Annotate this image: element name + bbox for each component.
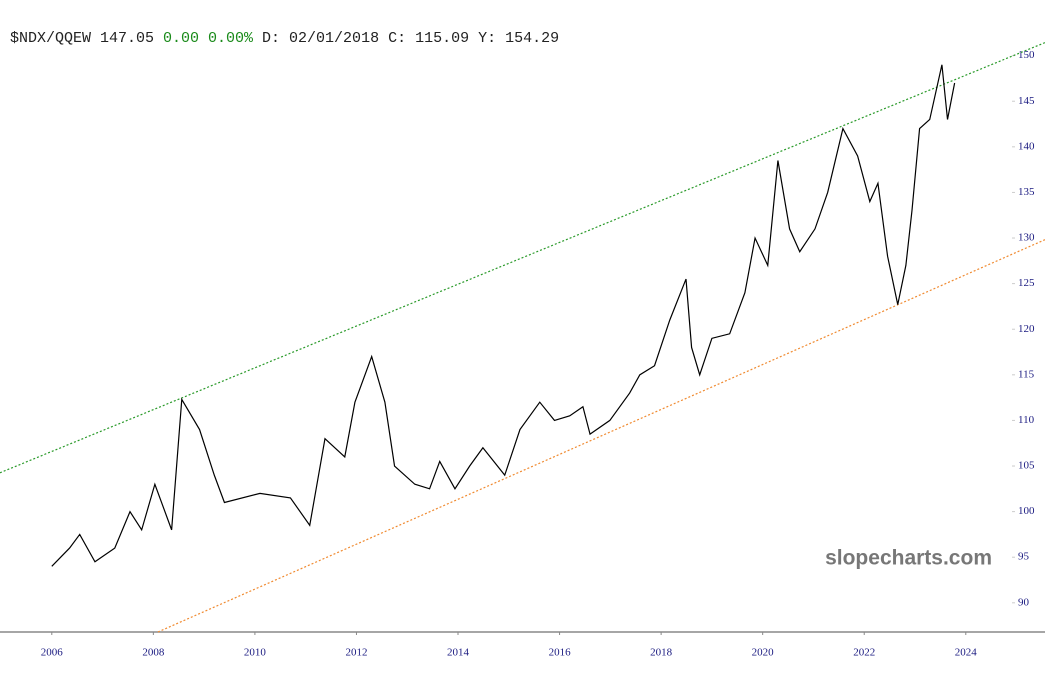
x-tick-label: 2020	[752, 647, 775, 659]
x-tick-label: 2014	[447, 647, 470, 659]
trend-line	[0, 42, 1045, 474]
x-tick-label: 2012	[345, 647, 367, 659]
y-tick-label: 150	[1018, 49, 1035, 61]
y-tick-label: 90	[1018, 596, 1030, 608]
header-part: D: 02/01/2018 C: 115.09 Y: 154.29	[262, 30, 559, 47]
x-tick-label: 2010	[244, 647, 267, 659]
trend-line	[157, 239, 1045, 633]
y-tick-label: 100	[1018, 505, 1035, 517]
header: $NDX/QQEW 147.05 0.00 0.00% D: 02/01/2018 …	[10, 30, 559, 47]
y-tick-label: 120	[1018, 323, 1035, 335]
price-line	[51, 64, 956, 567]
y-tick-label: 125	[1018, 277, 1035, 289]
x-tick-label: 2016	[549, 647, 572, 659]
y-tick-label: 135	[1018, 186, 1035, 198]
x-tick-label: 2024	[955, 647, 978, 659]
x-tick-label: 2018	[650, 647, 673, 659]
y-tick-label: 140	[1018, 140, 1035, 152]
y-tick-label: 95	[1018, 551, 1030, 563]
y-tick-label: 110	[1018, 414, 1035, 426]
watermark: slopecharts.com	[825, 547, 992, 570]
x-tick-label: 2022	[853, 647, 875, 659]
header-part: 0.00 0.00%	[163, 30, 254, 47]
y-tick-label: 145	[1018, 95, 1035, 107]
y-tick-label: 130	[1018, 232, 1035, 244]
y-tick-label: 115	[1018, 368, 1035, 380]
header-part: $NDX/QQEW 147.05	[10, 30, 154, 47]
x-tick-label: 2008	[142, 647, 165, 659]
y-tick-label: 105	[1018, 460, 1035, 472]
x-tick-label: 2006	[41, 647, 64, 659]
